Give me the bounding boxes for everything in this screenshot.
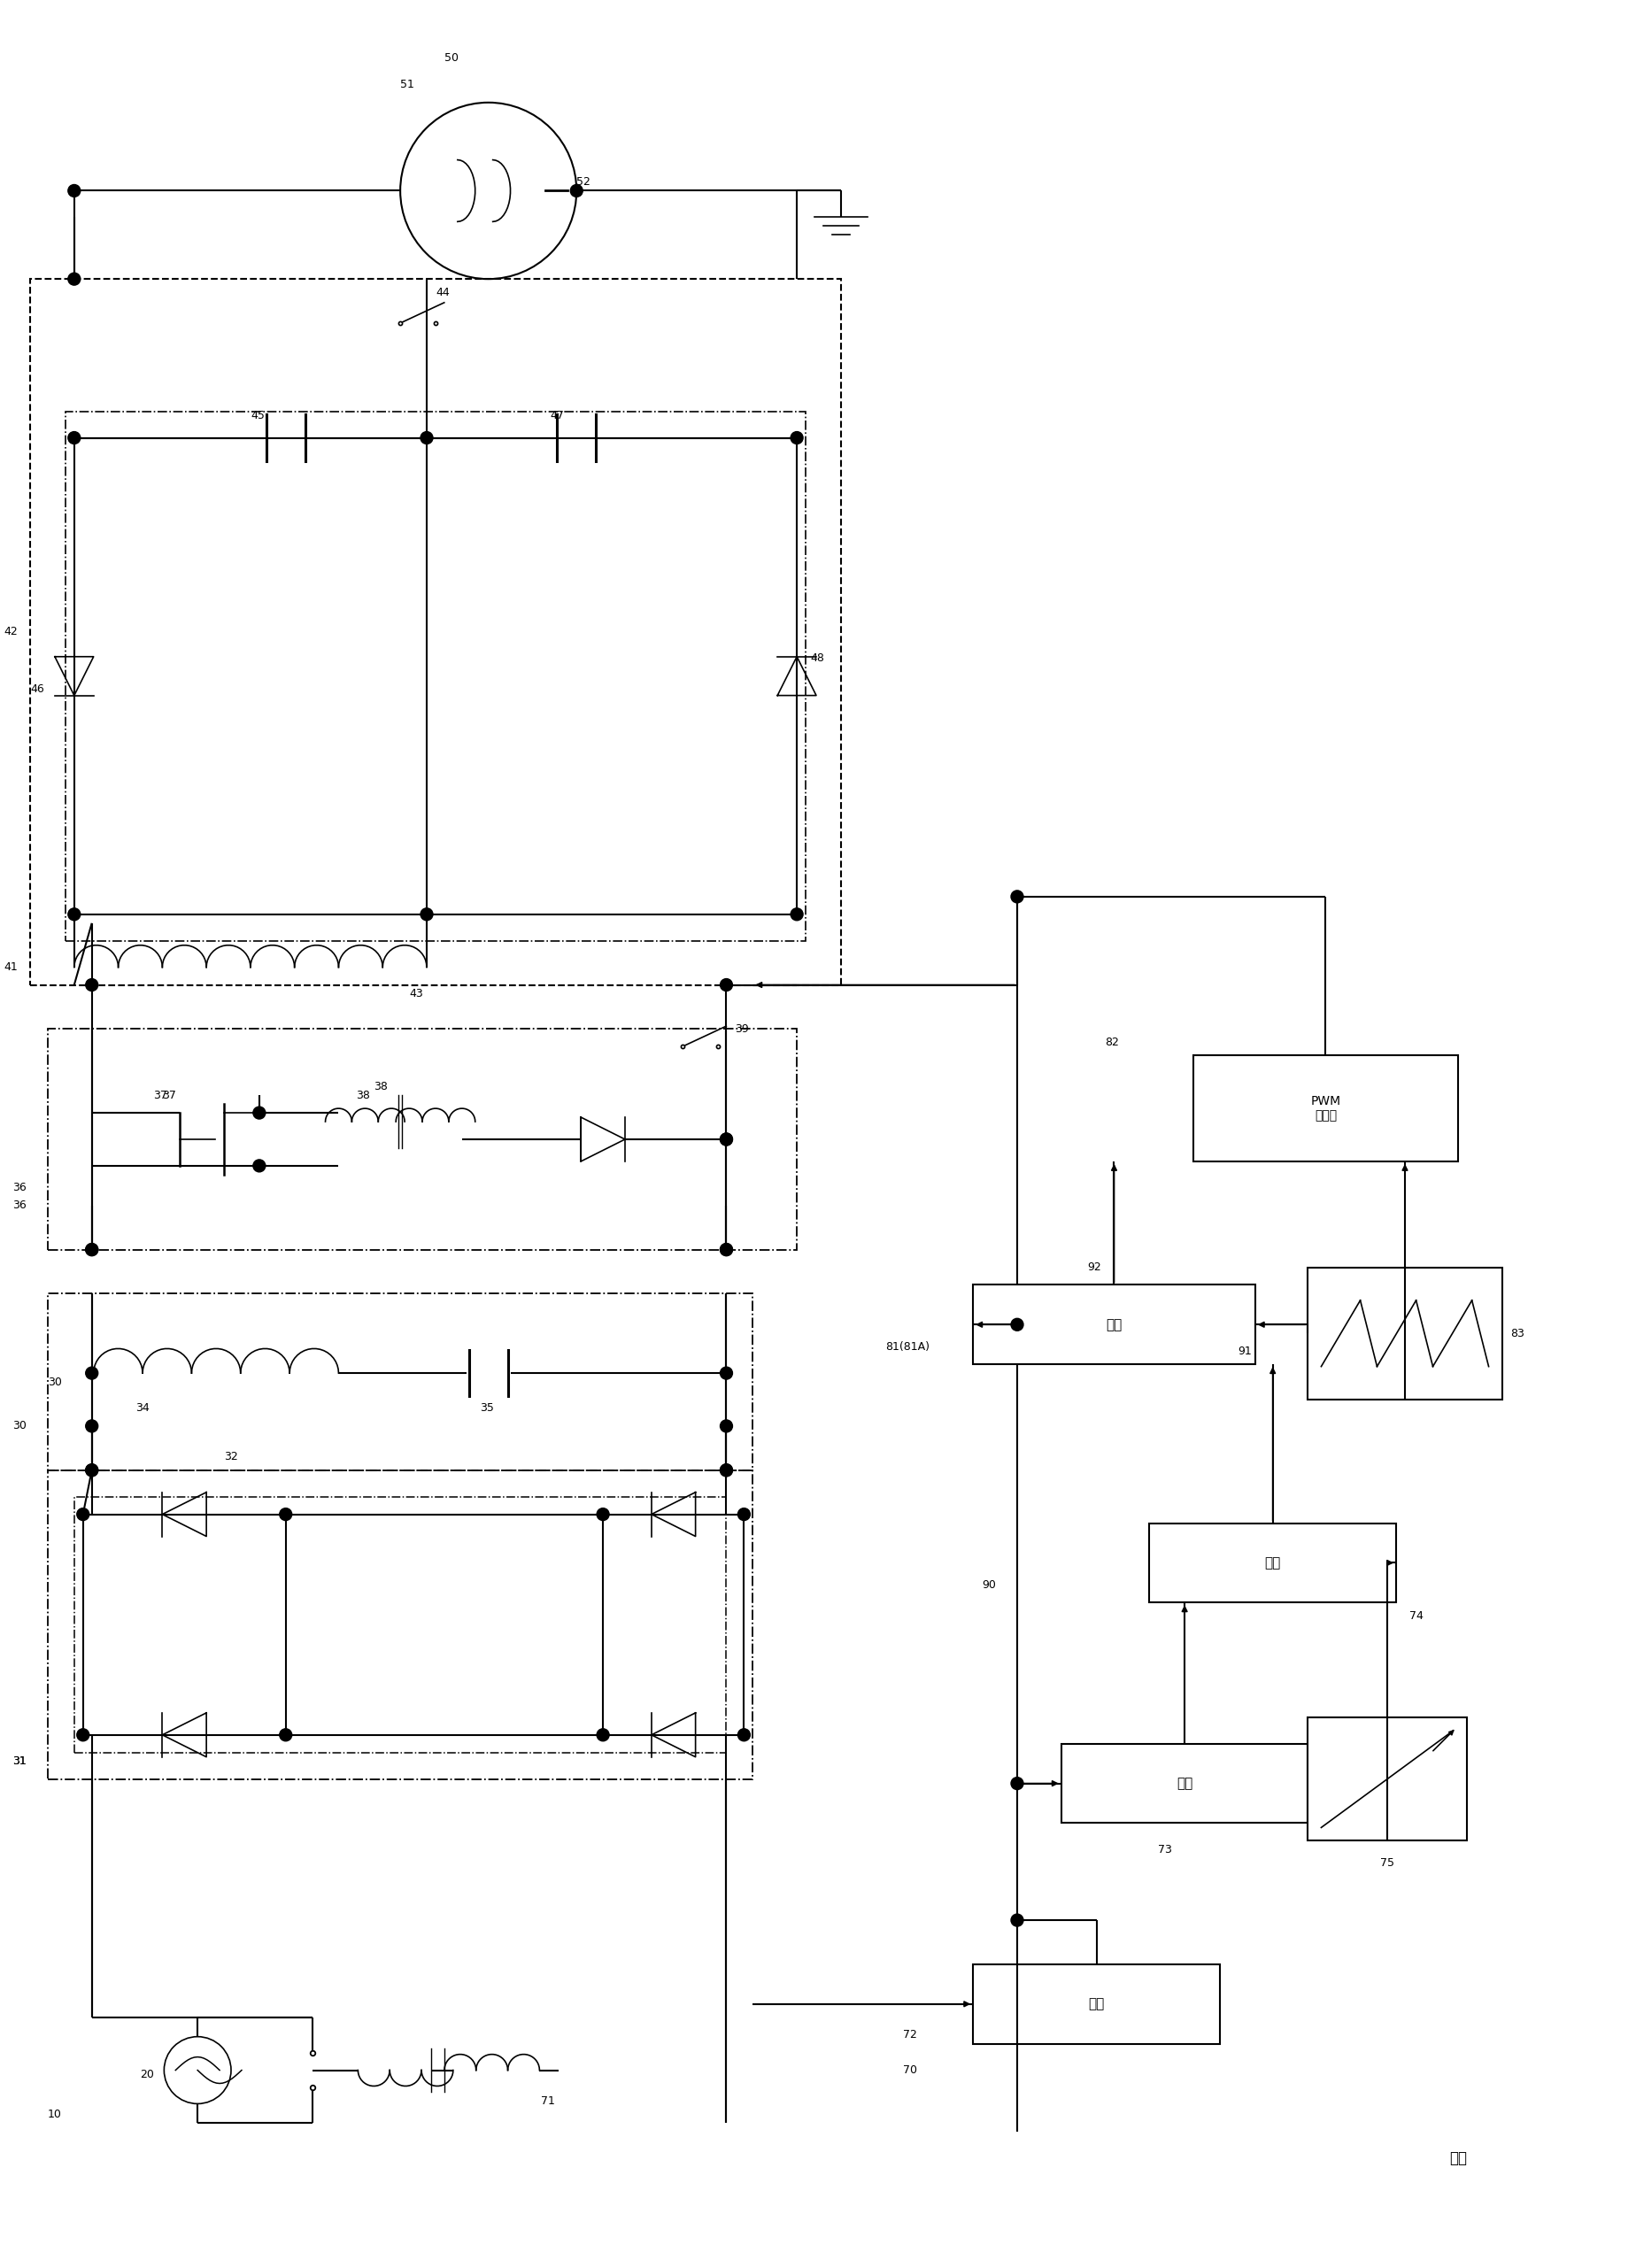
Text: 46: 46 [29,683,44,694]
Circle shape [1011,1778,1023,1789]
Text: 38: 38 [357,1089,370,1100]
Text: 45: 45 [250,411,265,422]
Bar [1148,1524,1396,1603]
Text: 39: 39 [735,1023,749,1034]
Text: 75: 75 [1379,1857,1394,1869]
Text: 50: 50 [443,52,458,64]
Circle shape [597,1508,609,1520]
Circle shape [1011,1914,1023,1926]
Text: 34: 34 [136,1402,151,1415]
Text: 30: 30 [13,1420,26,1431]
Circle shape [69,272,80,286]
Text: 20: 20 [141,2068,154,2080]
Circle shape [420,907,432,921]
Circle shape [738,1728,749,1742]
Circle shape [77,1728,88,1742]
Bar [74,1497,726,1753]
Text: 92: 92 [1086,1261,1101,1272]
Text: 44: 44 [435,286,450,297]
Circle shape [720,1134,733,1145]
Text: 81(81A): 81(81A) [885,1340,929,1352]
Text: 47: 47 [550,411,564,422]
Text: 比较: 比较 [1265,1556,1279,1569]
Circle shape [69,431,80,445]
Bar [1193,1055,1458,1161]
Text: 整流: 整流 [1088,1998,1104,2012]
Circle shape [720,1420,733,1431]
Circle shape [85,1368,98,1379]
Text: 74: 74 [1409,1610,1423,1622]
Text: 36: 36 [13,1200,26,1211]
Text: 42: 42 [3,626,18,637]
Bar [65,411,805,941]
Text: 31: 31 [13,1755,26,1767]
Text: 図１: 図１ [1448,2150,1466,2166]
Circle shape [790,431,803,445]
Circle shape [85,1465,98,1476]
Circle shape [720,980,733,991]
Circle shape [280,1508,291,1520]
Text: 32: 32 [224,1452,237,1463]
Bar [47,1030,797,1250]
Text: 82: 82 [1104,1036,1119,1048]
Text: 30: 30 [47,1377,62,1388]
Text: 73: 73 [1158,1844,1171,1855]
Bar [972,1964,1219,2043]
Circle shape [720,1465,733,1476]
Text: 71: 71 [542,2096,555,2107]
Text: 38: 38 [373,1080,388,1093]
Text: 35: 35 [479,1402,494,1415]
Circle shape [280,1728,291,1742]
Circle shape [85,1243,98,1256]
Circle shape [1011,1318,1023,1331]
Circle shape [597,1728,609,1742]
Text: 70: 70 [901,2064,916,2075]
Circle shape [738,1508,749,1520]
Text: 91: 91 [1237,1345,1252,1356]
Text: 51: 51 [401,79,414,91]
Circle shape [254,1159,265,1173]
Circle shape [790,907,803,921]
Bar [1307,1268,1502,1399]
Circle shape [420,431,432,445]
Circle shape [720,1243,733,1256]
Circle shape [85,1465,98,1476]
Text: 43: 43 [409,989,422,1000]
Text: 41: 41 [3,962,18,973]
Circle shape [1011,891,1023,903]
Text: 72: 72 [901,2030,916,2041]
Circle shape [69,184,80,197]
Text: 90: 90 [982,1579,995,1590]
Text: 37: 37 [162,1089,177,1100]
Text: 31: 31 [13,1755,26,1767]
Text: 37: 37 [154,1089,167,1100]
Circle shape [720,1243,733,1256]
Bar [47,1470,753,1778]
Text: PWM
比较器: PWM 比较器 [1310,1095,1340,1123]
Circle shape [720,1134,733,1145]
Circle shape [720,1465,733,1476]
Circle shape [69,907,80,921]
Bar [47,1293,753,1470]
Text: 平滑: 平滑 [1176,1776,1193,1789]
Circle shape [85,1243,98,1256]
Text: 10: 10 [47,2109,62,2121]
Circle shape [569,184,582,197]
Text: 52: 52 [576,177,591,188]
Bar [1060,1744,1307,1823]
Bar [29,279,841,984]
Circle shape [720,1368,733,1379]
Text: 48: 48 [810,653,823,665]
Circle shape [85,980,98,991]
Text: 83: 83 [1510,1327,1523,1338]
Circle shape [254,1107,265,1118]
Circle shape [85,1420,98,1431]
Bar [1307,1717,1466,1842]
Text: 36: 36 [13,1182,26,1193]
Text: 混频: 混频 [1106,1318,1122,1331]
Bar [972,1286,1255,1365]
Circle shape [77,1508,88,1520]
